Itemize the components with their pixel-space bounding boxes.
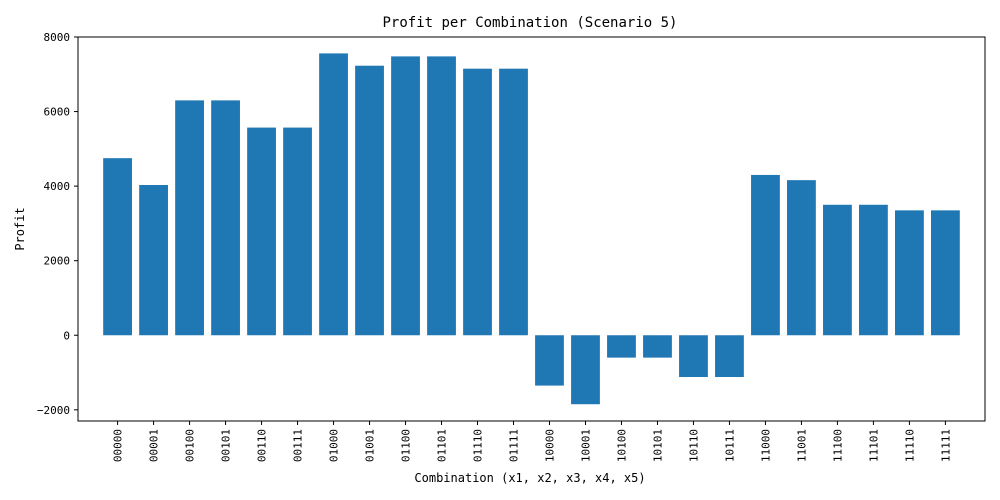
y-axis-title: Profit [13,207,27,250]
bar-00000 [103,158,132,336]
bar-10101 [643,335,672,358]
x-tick-label: 01101 [436,429,449,462]
x-tick-label: 00001 [148,429,161,462]
x-tick-label: 11110 [903,429,916,462]
x-tick-label: 00110 [256,429,269,462]
bar-01101 [427,56,456,336]
bar-01001 [355,65,384,336]
x-tick-label: 00000 [112,429,125,462]
x-tick-label: 11100 [831,429,844,462]
x-axis: 00000 00001 00100 00101 00110 00111 01000 01001… [112,421,952,462]
y-axis: −2000 0 2000 4000 6000 8000 [37,31,78,417]
plot-frame [77,36,986,422]
y-tick-label: 4000 [44,180,71,193]
x-tick-label: 00111 [292,429,305,462]
bar-00111 [283,127,312,336]
x-tick-label: 01111 [508,429,521,462]
bar-01111 [499,68,528,336]
x-tick-label: 00100 [184,429,197,462]
bar-00001 [139,185,168,336]
bar-10000 [535,335,564,386]
bar-00110 [247,127,276,336]
y-tick-label: 8000 [44,31,71,44]
bar-01000 [319,53,348,336]
bar-10110 [679,335,708,378]
bar-00100 [175,100,204,336]
bar-01100 [391,56,420,336]
y-tick-label: 2000 [44,255,71,268]
bar-11101 [859,204,888,336]
bars-group [103,53,960,405]
bar-11111 [931,210,960,336]
bar-10111 [715,335,744,378]
x-tick-label: 10000 [544,429,557,462]
x-tick-label: 10111 [723,429,736,462]
x-tick-label: 00101 [220,429,233,462]
bar-10001 [571,335,600,405]
x-tick-label: 11101 [867,429,880,462]
x-tick-label: 01100 [400,429,413,462]
bar-10100 [607,335,636,358]
bar-11110 [895,210,924,336]
bar-11100 [823,204,852,336]
bar-01110 [463,68,492,336]
x-tick-label: 11001 [795,429,808,462]
y-tick-label: 6000 [44,106,71,119]
y-tick-label: 0 [63,329,70,342]
x-tick-label: 10100 [615,429,628,462]
bar-11000 [751,174,780,336]
x-tick-label: 10110 [687,429,700,462]
y-tick-label: −2000 [37,404,70,417]
x-tick-label: 10101 [651,429,664,462]
x-tick-label: 10001 [579,429,592,462]
x-tick-label: 11111 [939,429,952,462]
bar-11001 [787,180,816,336]
x-tick-label: 01110 [472,429,485,462]
bar-00101 [211,100,240,336]
x-tick-label: 01001 [364,429,377,462]
x-tick-label: 11000 [759,429,772,462]
chart-title: Profit per Combination (Scenario 5) [382,15,677,31]
x-tick-label: 01000 [328,429,341,462]
x-axis-title: Combination (x1, x2, x3, x4, x5) [414,471,645,485]
